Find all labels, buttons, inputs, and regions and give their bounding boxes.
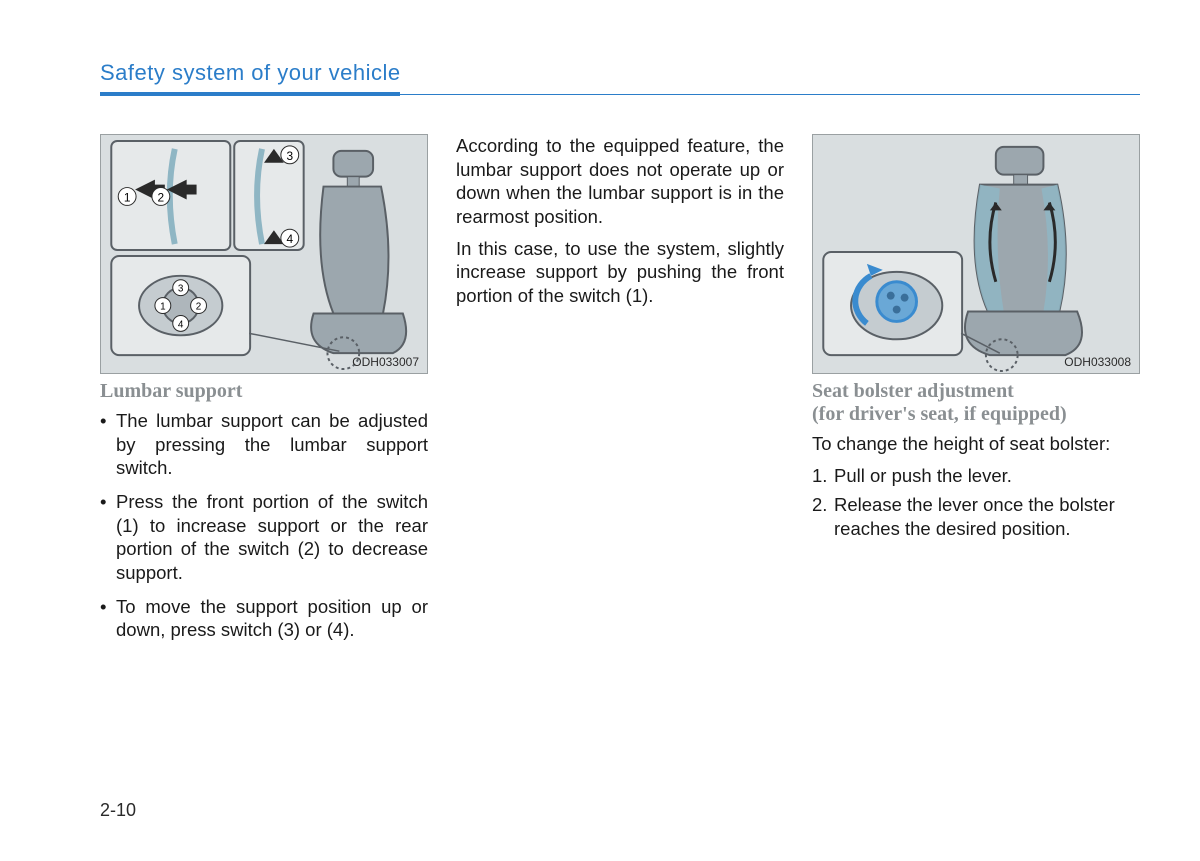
figure-lumbar: 1 2 3 4 1 2 3 4 [100,134,428,374]
heading-bolster: Seat bolster adjustment [812,380,1140,403]
page-title: Safety system of your vehicle [100,60,1140,86]
left-column: 1 2 3 4 1 2 3 4 [100,134,428,652]
page-number: 2-10 [100,800,136,821]
header-divider [100,92,1140,96]
list-item: Pull or push the lever. [812,464,1140,488]
bolster-intro: To change the height of seat bolster: [812,432,1140,456]
bolster-steps: Pull or push the lever. Release the leve… [812,464,1140,541]
svg-text:3: 3 [178,284,184,295]
list-item: The lumbar support can be adjusted by pr… [100,409,428,480]
figure-bolster: ODH033008 [812,134,1140,374]
svg-text:1: 1 [124,190,131,204]
body-paragraph: In this case, to use the system, slightl… [456,237,784,308]
list-item: To move the support position up or down,… [100,595,428,642]
svg-text:3: 3 [286,149,293,163]
svg-text:4: 4 [178,319,184,330]
svg-text:4: 4 [286,232,293,246]
body-paragraph: According to the equipped feature, the l… [456,134,784,229]
content-columns: 1 2 3 4 1 2 3 4 [100,134,1140,652]
svg-text:2: 2 [196,302,202,313]
figure-code: ODH033007 [352,355,419,369]
right-column: ODH033008 Seat bolster adjustment (for d… [812,134,1140,652]
subheading-bolster: (for driver's seat, if equipped) [812,403,1140,426]
svg-text:2: 2 [158,190,165,204]
lumbar-bullets: The lumbar support can be adjusted by pr… [100,409,428,642]
middle-column: According to the equipped feature, the l… [456,134,784,652]
list-item: Press the front portion of the switch (1… [100,490,428,585]
svg-text:1: 1 [160,302,166,313]
heading-lumbar: Lumbar support [100,380,428,403]
figure-code: ODH033008 [1064,355,1131,369]
list-item: Release the lever once the bolster reach… [812,493,1140,540]
